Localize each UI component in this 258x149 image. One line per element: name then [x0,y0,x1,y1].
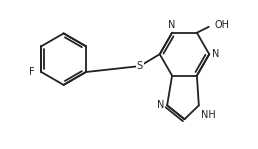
Text: N: N [212,49,220,59]
Text: N: N [168,20,176,30]
Text: F: F [29,67,34,77]
Text: N: N [157,100,164,110]
Text: OH: OH [215,20,230,30]
Text: S: S [137,61,143,71]
Text: NH: NH [201,110,216,120]
